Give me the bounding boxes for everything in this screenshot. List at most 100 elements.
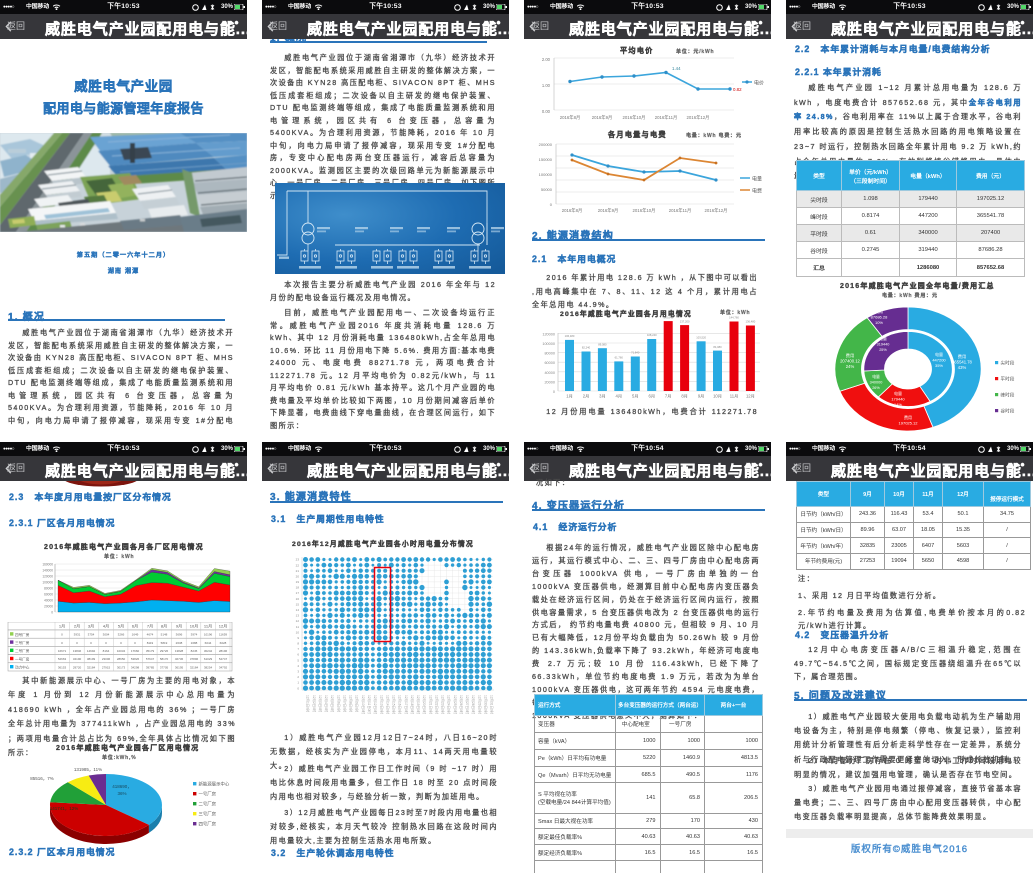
- svg-text:电量: 电量: [894, 390, 902, 396]
- svg-text:20000: 20000: [544, 380, 555, 384]
- svg-text:一号厂房: 一号厂房: [15, 656, 30, 661]
- svg-text:37705: 37705: [160, 665, 169, 669]
- svg-text:12月17日0时: 12月17日0时: [404, 695, 409, 715]
- svg-text:8: 8: [297, 642, 299, 646]
- svg-text:12月4日0时: 12月4日0时: [324, 695, 329, 713]
- svg-text:3931: 3931: [74, 633, 81, 637]
- svg-text:13: 13: [296, 614, 300, 618]
- svg-text:17: 17: [296, 591, 300, 595]
- svg-text:11月: 11月: [730, 394, 739, 400]
- svg-text:36195: 36195: [175, 665, 184, 669]
- svg-text:10: 10: [296, 630, 300, 634]
- svg-text:6: 6: [297, 653, 299, 657]
- svg-text:106,480: 106,480: [565, 334, 575, 338]
- svg-text:34190: 34190: [73, 657, 82, 661]
- svg-text:2016年10月: 2016年10月: [623, 114, 646, 121]
- svg-text:197025.12: 197025.12: [899, 420, 919, 425]
- svg-text:3696: 3696: [176, 633, 183, 637]
- svg-text:2016年10月: 2016年10月: [633, 207, 656, 214]
- svg-text:5148: 5148: [161, 633, 168, 637]
- svg-text:35%: 35%: [935, 363, 943, 368]
- svg-text:动力中心: 动力中心: [15, 665, 30, 670]
- svg-text:61029: 61029: [204, 657, 213, 661]
- svg-text:6月: 6月: [649, 394, 656, 400]
- svg-text:12月28日0时: 12月28日0时: [471, 695, 476, 715]
- svg-text:1月: 1月: [566, 394, 573, 400]
- svg-text:30242: 30242: [204, 649, 213, 653]
- svg-text:费用: 费用: [958, 353, 966, 360]
- svg-text:52663: 52663: [58, 657, 67, 661]
- svg-text:2016年8月: 2016年8月: [562, 207, 583, 214]
- svg-text:3: 3: [297, 670, 299, 674]
- svg-text:4674: 4674: [147, 633, 154, 637]
- svg-text:61,760: 61,760: [615, 356, 624, 360]
- svg-text:4月: 4月: [616, 394, 623, 400]
- svg-text:二号厂房: 二号厂房: [199, 801, 217, 808]
- svg-text:0: 0: [120, 641, 122, 645]
- svg-text:一号厂房: 一号厂房: [199, 791, 217, 798]
- svg-text:12月21日0时: 12月21日0时: [428, 695, 433, 715]
- svg-text:7月: 7月: [147, 624, 153, 629]
- svg-text:6044: 6044: [205, 641, 212, 645]
- svg-text:电量: 电量: [935, 351, 943, 357]
- svg-text:2016年11月: 2016年11月: [669, 207, 692, 214]
- svg-text:20: 20: [296, 575, 300, 579]
- svg-text:21: 21: [296, 569, 300, 573]
- svg-text:13846: 13846: [73, 649, 82, 653]
- svg-text:1688: 1688: [191, 641, 198, 645]
- svg-text:28196: 28196: [219, 649, 228, 653]
- svg-text:8119: 8119: [147, 641, 154, 645]
- svg-text:38254: 38254: [204, 665, 213, 669]
- svg-text:137,200: 137,200: [680, 319, 690, 323]
- svg-text:10月: 10月: [190, 624, 198, 629]
- svg-text:34298: 34298: [131, 665, 140, 669]
- svg-text:四号厂房: 四号厂房: [199, 821, 217, 828]
- svg-text:12月24日0时: 12月24日0时: [447, 695, 452, 715]
- svg-text:82,240: 82,240: [582, 346, 591, 350]
- svg-text:46736: 46736: [175, 657, 184, 661]
- svg-text:19: 19: [296, 580, 300, 584]
- svg-text:136,480: 136,480: [746, 320, 756, 324]
- svg-text:20000: 20000: [44, 605, 53, 609]
- svg-text:3266: 3266: [118, 633, 125, 637]
- svg-text:40000: 40000: [544, 371, 555, 375]
- svg-text:二号厂房: 二号厂房: [15, 648, 30, 653]
- svg-text:24%: 24%: [846, 364, 855, 369]
- svg-text:89,080: 89,080: [598, 342, 607, 346]
- svg-text:12月10日0时: 12月10日0时: [361, 695, 366, 715]
- svg-text:2: 2: [297, 675, 299, 679]
- svg-text:8月: 8月: [161, 624, 167, 629]
- svg-text:108,240: 108,240: [647, 333, 657, 337]
- svg-text:12月18日0时: 12月18日0时: [410, 695, 415, 715]
- svg-text:三号厂房: 三号厂房: [199, 811, 217, 818]
- svg-text:36153: 36153: [58, 665, 67, 669]
- svg-text:5819: 5819: [161, 641, 168, 645]
- svg-text:0: 0: [61, 641, 63, 645]
- svg-text:17660: 17660: [131, 649, 140, 653]
- svg-text:150000: 150000: [539, 157, 553, 162]
- svg-text:8月: 8月: [681, 394, 688, 400]
- svg-text:0: 0: [61, 633, 63, 637]
- svg-text:57647: 57647: [146, 657, 155, 661]
- svg-text:11659: 11659: [219, 633, 227, 637]
- svg-text:12月7日0时: 12月7日0时: [343, 695, 348, 713]
- svg-text:3974: 3974: [191, 633, 198, 637]
- svg-text:12月22日0时: 12月22日0时: [434, 695, 439, 715]
- svg-text:2016年11月: 2016年11月: [655, 114, 678, 121]
- svg-text:100000: 100000: [42, 581, 53, 585]
- svg-text:9: 9: [297, 636, 299, 640]
- svg-text:费用: 费用: [875, 308, 883, 314]
- svg-text:3月: 3月: [599, 394, 606, 400]
- svg-text:9月: 9月: [698, 394, 705, 400]
- svg-text:319440: 319440: [877, 342, 890, 346]
- svg-text:2月: 2月: [583, 394, 590, 400]
- svg-text:12月29日0时: 12月29日0时: [477, 695, 482, 715]
- svg-text:25%: 25%: [879, 348, 887, 352]
- svg-text:2016年9月: 2016年9月: [598, 207, 619, 214]
- svg-text:3004: 3004: [103, 633, 110, 637]
- svg-text:14%: 14%: [894, 402, 902, 407]
- svg-text:15: 15: [296, 602, 300, 606]
- svg-text:7: 7: [297, 647, 299, 651]
- svg-text:12月27日0时: 12月27日0时: [465, 695, 470, 715]
- svg-text:140000: 140000: [42, 569, 53, 573]
